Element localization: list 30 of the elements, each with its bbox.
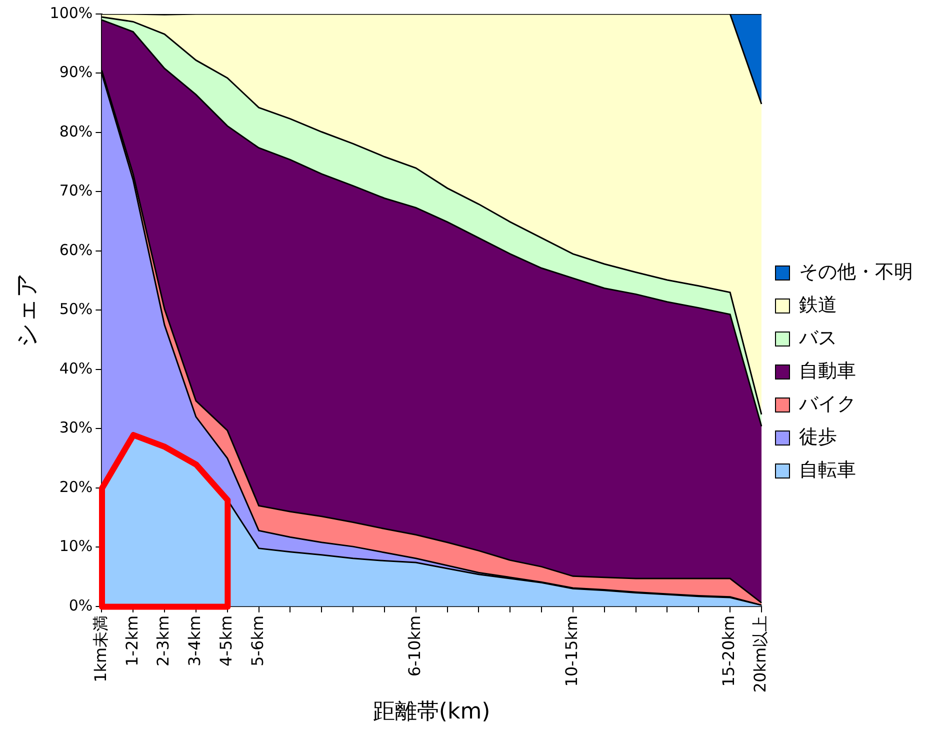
y-tick-label: 30% [59, 418, 93, 437]
legend-label: 徒歩 [799, 426, 837, 448]
x-tick-label: 15-20km [719, 615, 738, 687]
y-tick-label: 80% [59, 122, 93, 140]
x-tick-label: 3-4km [185, 615, 204, 666]
y-tick-label: 20% [59, 478, 93, 496]
y-tick-label: 90% [59, 63, 93, 82]
x-tick-label: 2-3km [154, 615, 173, 666]
legend-label: 自動車 [799, 360, 856, 382]
legend-label: 自転車 [799, 458, 856, 481]
x-tick-label: 10-15km [562, 615, 582, 687]
y-tick-label: 40% [59, 359, 93, 378]
x-axis-title: 距離帯(km) [372, 700, 490, 725]
x-tick-label: 5-6km [248, 615, 267, 666]
legend-label: 鉄道 [799, 294, 837, 316]
y-tick-label: 100% [50, 4, 93, 22]
x-tick-label: 6-10km [405, 615, 424, 677]
y-tick-label: 50% [59, 300, 93, 318]
y-tick-label: 60% [59, 240, 93, 259]
y-tick-label: 0% [68, 596, 93, 614]
x-tick-label: 1-2km [122, 615, 142, 666]
x-tick-label: 20km以上 [750, 615, 770, 693]
y-tick-label: 70% [59, 182, 93, 200]
y-tick-label: 10% [59, 537, 93, 556]
x-tick-label: 4-5km [216, 615, 236, 666]
legend-label: バイク [798, 392, 856, 415]
legend-label: バス [798, 326, 837, 349]
x-tick-label: 1km未満 [90, 615, 110, 682]
y-axis-title: シェア [12, 272, 41, 348]
legend-label: その他・不明 [799, 260, 913, 283]
